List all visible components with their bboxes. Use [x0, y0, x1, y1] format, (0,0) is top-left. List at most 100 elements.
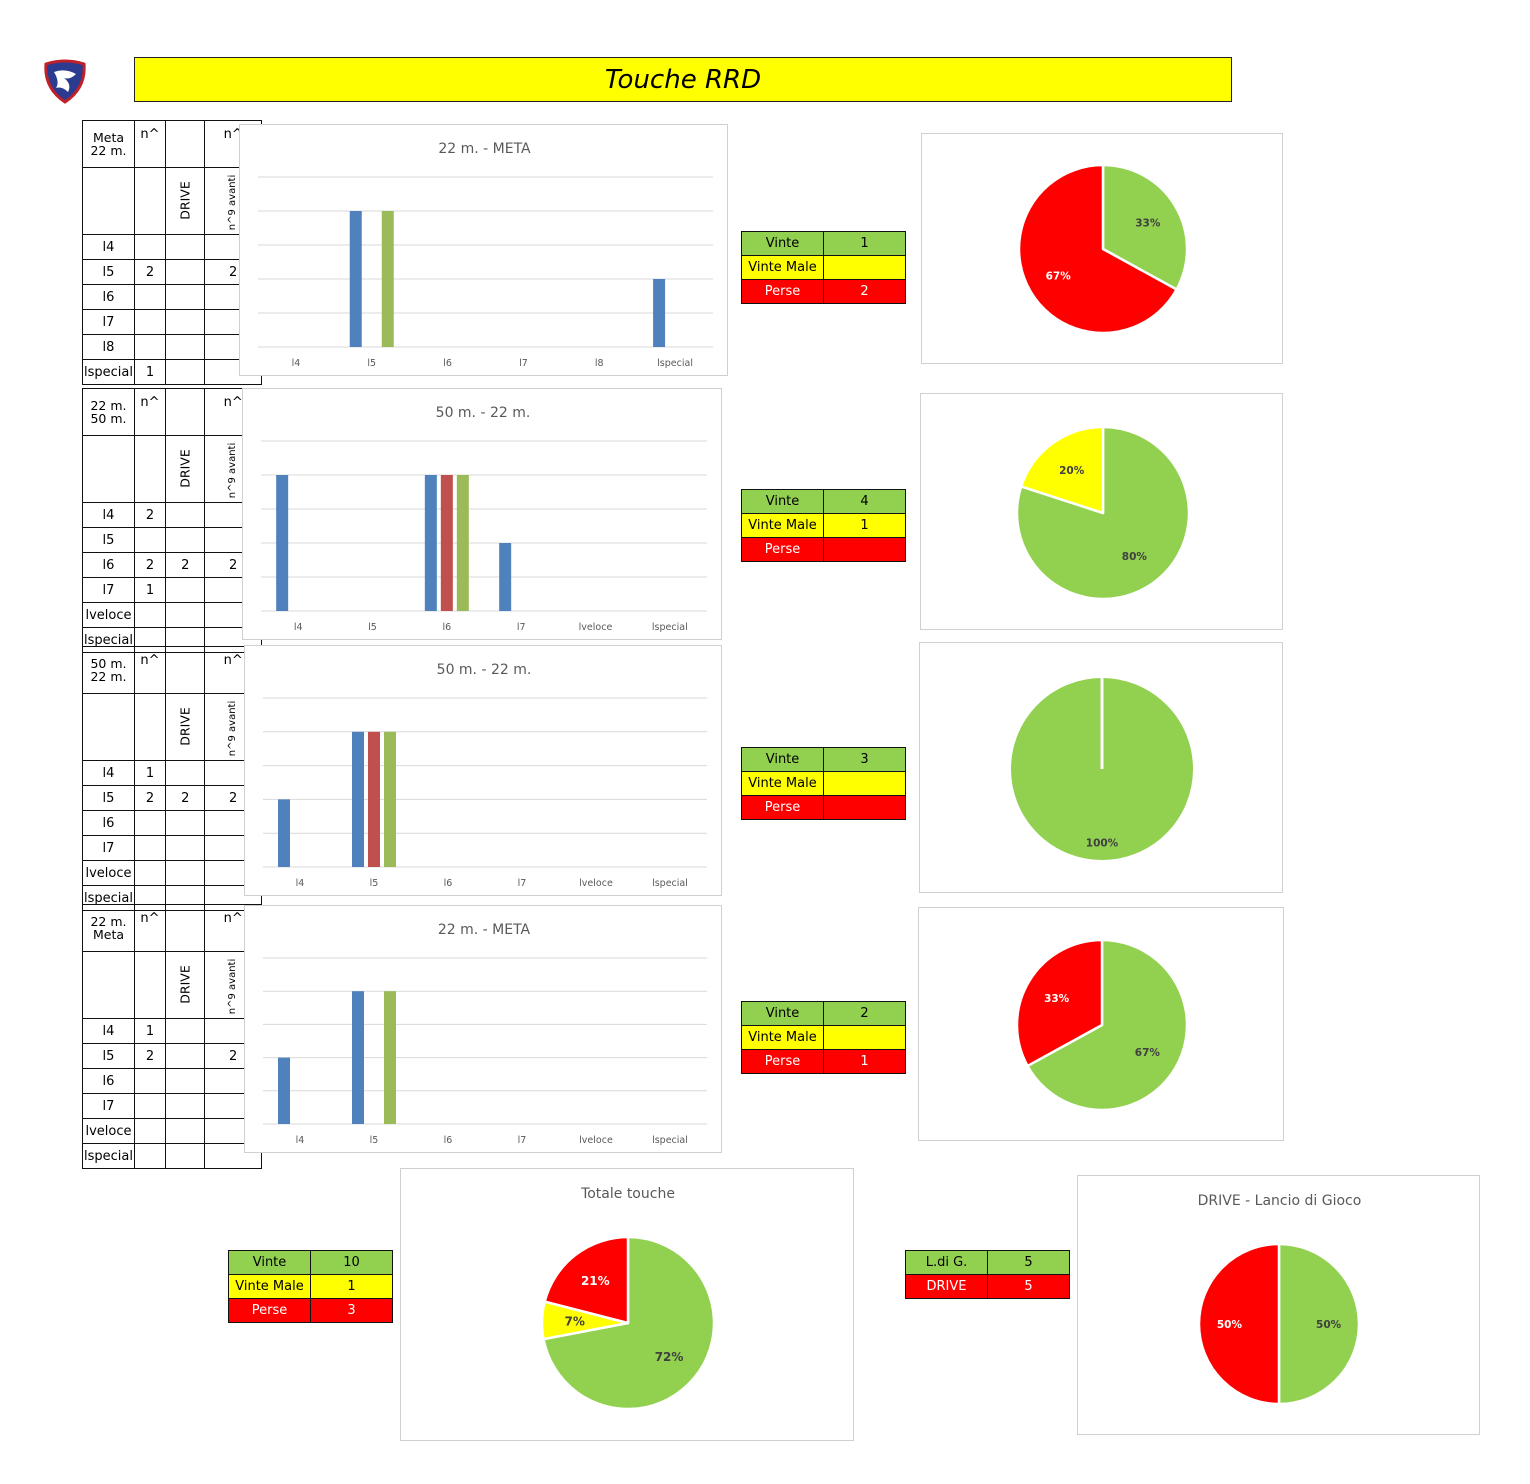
data-label: 100% — [1086, 838, 1119, 850]
cell — [134, 602, 166, 628]
lost-label: Perse — [741, 795, 824, 820]
club-logo-icon — [44, 59, 86, 104]
bar — [352, 731, 364, 867]
cell — [164, 359, 206, 385]
badly-won-label: Vinte Male — [741, 771, 824, 796]
x-tick-label: l4 — [296, 878, 305, 889]
table-header-label: 22 m. 50 m. — [82, 388, 135, 436]
count-table-4: 22 m. Meta n^ n^ DRIVE n^9 avanti l4 1 l5 2 2 l… — [82, 904, 262, 1169]
row-label: l4 — [82, 502, 135, 528]
pie-slice — [1026, 938, 1189, 1112]
cell — [164, 1043, 206, 1069]
cell — [164, 234, 206, 260]
data-label: 80% — [1122, 551, 1148, 563]
cell — [134, 234, 166, 260]
badly-won-label: Vinte Male — [741, 1025, 824, 1050]
col-header — [164, 120, 206, 168]
col-header — [164, 904, 206, 952]
lost-value: 1 — [823, 1049, 906, 1074]
cell — [164, 309, 206, 335]
cell — [164, 527, 206, 553]
cell — [134, 1118, 166, 1144]
table-header-label: 50 m. 22 m. — [82, 646, 135, 694]
sub-header — [82, 951, 135, 1019]
bar — [352, 991, 364, 1124]
row-label: l6 — [82, 552, 135, 578]
row-label: l8 — [82, 334, 135, 360]
x-tick-label: l5 — [370, 878, 379, 889]
lost-label: Perse — [741, 279, 824, 304]
data-label: 20% — [1059, 465, 1085, 477]
badly-won-label: Vinte Male — [741, 255, 824, 280]
bar-chart-3: 50 m. - 22 m. l4 l5 l6 l7 lveloce lspecial — [244, 645, 722, 896]
pie-slice — [1017, 163, 1178, 335]
totals-table: Vinte 10 Vinte Male 1 Perse 3 — [228, 1250, 393, 1323]
lost-value — [823, 795, 906, 820]
lost-label: Perse — [228, 1298, 311, 1323]
chart-title: 50 m. - 22 m. — [436, 405, 531, 421]
cell: 2 — [134, 502, 166, 528]
row-label: l7 — [82, 835, 135, 861]
count-table-2: 22 m. 50 m. n^ n^ DRIVE n^9 avanti l4 2 l5 l6… — [82, 388, 262, 653]
won-value: 10 — [310, 1250, 393, 1275]
lost-value — [823, 537, 906, 562]
row-label: lspecial — [82, 1143, 135, 1169]
data-label: 50% — [1316, 1319, 1342, 1331]
cell — [164, 502, 206, 528]
cell — [164, 760, 206, 786]
data-label: 72% — [655, 1350, 684, 1364]
cell: 1 — [134, 577, 166, 603]
cell — [164, 1018, 206, 1044]
x-tick-label: l7 — [518, 878, 527, 889]
pie-chart-3: 100% — [919, 642, 1283, 893]
x-tick-label: l7 — [517, 622, 526, 633]
cell — [164, 1118, 206, 1144]
x-tick-label: l5 — [368, 622, 377, 633]
col-header: n^ — [134, 646, 166, 694]
x-tick-label: lveloce — [579, 622, 613, 633]
x-tick-label: l8 — [595, 358, 604, 369]
bar — [368, 731, 380, 867]
row-label: l4 — [82, 234, 135, 260]
cell — [134, 309, 166, 335]
drive-label: DRIVE — [905, 1274, 988, 1299]
x-tick-label: l6 — [444, 878, 453, 889]
cell — [134, 1068, 166, 1094]
cell — [164, 284, 206, 310]
page-title: Touche RRD — [604, 64, 762, 95]
chart-title: DRIVE - Lancio di Gioco — [1198, 1193, 1362, 1209]
badly-won-value — [823, 1025, 906, 1050]
col-header: n^ — [134, 904, 166, 952]
won-label: Vinte — [741, 231, 824, 256]
cell — [164, 1143, 206, 1169]
cell: 1 — [134, 359, 166, 385]
row-label: l7 — [82, 309, 135, 335]
badly-won-value: 1 — [310, 1274, 393, 1299]
badly-won-label: Vinte Male — [228, 1274, 311, 1299]
won-value: 3 — [823, 747, 906, 772]
bar — [424, 475, 437, 611]
sub-header — [82, 167, 135, 235]
badly-won-value — [823, 255, 906, 280]
cell — [164, 334, 206, 360]
sub-header — [134, 951, 166, 1019]
bar-chart-2: 50 m. - 22 m. l4 l5 l6 l7 lveloce lspecial — [242, 388, 722, 640]
row-label: l6 — [82, 810, 135, 836]
x-tick-label: l5 — [370, 1135, 379, 1146]
table-header-label: Meta 22 m. — [82, 120, 135, 168]
sub-header — [134, 167, 166, 235]
drive-totals-table: L.di G. 5 DRIVE 5 — [905, 1250, 1070, 1299]
x-tick-label: l6 — [443, 358, 452, 369]
lost-label: Perse — [741, 1049, 824, 1074]
data-label: 33% — [1135, 217, 1161, 229]
row-label: lveloce — [82, 860, 135, 886]
data-label: 33% — [1044, 993, 1070, 1005]
bar — [384, 991, 396, 1124]
x-tick-label: lspecial — [652, 1135, 688, 1146]
row-label: l4 — [82, 1018, 135, 1044]
col-header: n^ — [134, 388, 166, 436]
x-tick-label: l6 — [444, 1135, 453, 1146]
x-tick-label: lveloce — [579, 1135, 613, 1146]
avanti-header: n^9 avanti — [227, 442, 239, 498]
bar — [276, 475, 289, 611]
